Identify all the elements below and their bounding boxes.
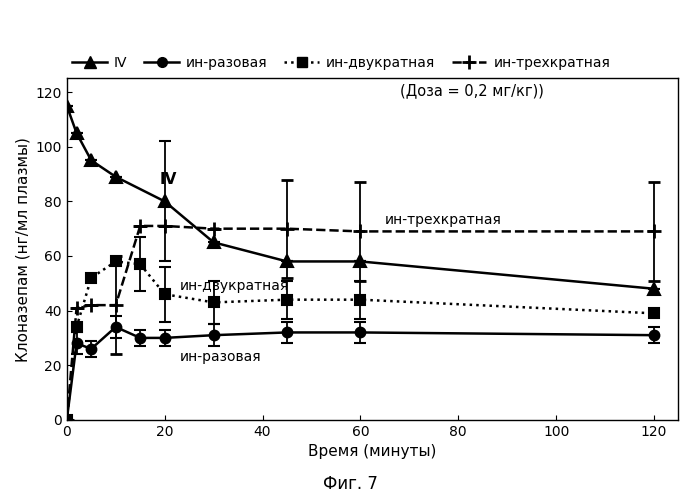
Legend: IV, ин-разовая, ин-двукратная, ин-трехкратная: IV, ин-разовая, ин-двукратная, ин-трехкр…	[66, 50, 616, 75]
Text: IV: IV	[160, 172, 177, 187]
Y-axis label: Клоназепам (нг/мл плазмы): Клоназепам (нг/мл плазмы)	[15, 137, 30, 362]
Text: ин-трехкратная: ин-трехкратная	[385, 213, 502, 228]
Text: ин-разовая: ин-разовая	[179, 350, 261, 364]
Text: (Доза = 0,2 мг/кг)): (Доза = 0,2 мг/кг))	[400, 83, 543, 98]
X-axis label: Время (минуты): Время (минуты)	[309, 444, 437, 459]
Text: Фиг. 7: Фиг. 7	[323, 475, 377, 493]
Text: ин-двукратная: ин-двукратная	[179, 279, 288, 293]
